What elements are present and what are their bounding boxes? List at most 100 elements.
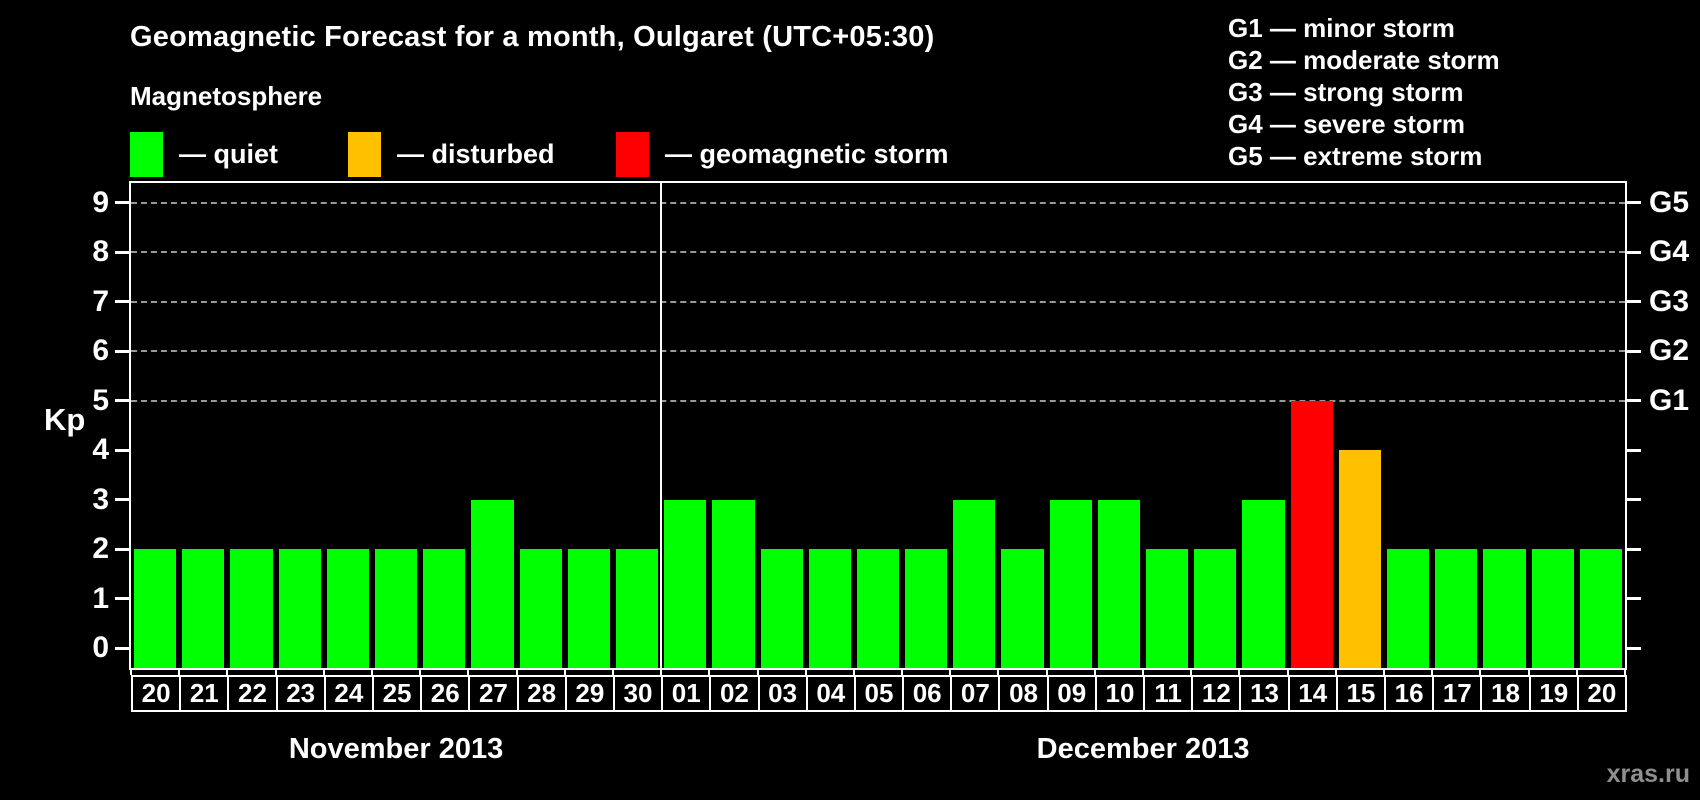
x-boundary-tick bbox=[949, 670, 952, 675]
x-boundary-tick bbox=[901, 670, 904, 675]
kp-bar-day-25 bbox=[374, 549, 418, 668]
day-label-22: 22 bbox=[227, 675, 278, 712]
legend-item-disturbed: — disturbed bbox=[348, 132, 555, 177]
x-boundary-tick bbox=[660, 670, 663, 675]
kp-bar-day-23 bbox=[278, 549, 321, 668]
y-tick-label-1: 1 bbox=[92, 581, 109, 615]
x-boundary-tick bbox=[756, 670, 759, 675]
day-label-21: 21 bbox=[179, 675, 230, 712]
y-tick-label-7: 7 bbox=[92, 284, 109, 318]
kp-bar-day-16 bbox=[1387, 549, 1430, 668]
y-tick-right-5 bbox=[1627, 399, 1641, 403]
page-title: Geomagnetic Forecast for a month, Oulgar… bbox=[130, 21, 935, 53]
kp-bar-day-18 bbox=[1483, 549, 1526, 668]
kp-bar-day-29 bbox=[567, 549, 610, 668]
y-tick-left-5 bbox=[115, 399, 129, 403]
y-tick-left-0 bbox=[115, 646, 129, 650]
x-boundary-tick bbox=[1624, 670, 1626, 675]
x-boundary-tick bbox=[274, 670, 277, 675]
kp-bar-day-17 bbox=[1435, 549, 1478, 668]
day-label-18: 18 bbox=[1480, 675, 1531, 712]
kp-bar-day-15 bbox=[1338, 450, 1382, 668]
x-boundary-tick bbox=[130, 670, 132, 675]
kp-bar-day-08 bbox=[1001, 549, 1044, 668]
x-boundary-tick bbox=[322, 670, 325, 675]
plot-area: 0 1 2 3 4 5 G1 6 G2 7 G3 8 G4 9 G5 20 21 22 23 24 25 26 27 28 29… bbox=[92, 181, 1689, 765]
y-tick-left-4 bbox=[115, 448, 129, 452]
day-label-24: 24 bbox=[323, 675, 374, 712]
day-label-01: 01 bbox=[661, 675, 712, 712]
legend-label-quiet: — quiet bbox=[179, 139, 278, 169]
day-label-05: 05 bbox=[853, 675, 905, 712]
x-boundary-tick bbox=[370, 670, 373, 675]
day-label-04: 04 bbox=[805, 675, 856, 712]
gridline-kp-9 bbox=[131, 201, 1625, 204]
kp-bar-day-26 bbox=[423, 549, 466, 668]
y-tick-right-8 bbox=[1627, 250, 1641, 254]
kp-bar-day-02 bbox=[712, 499, 755, 668]
x-boundary-tick bbox=[1093, 670, 1096, 675]
g4-legend-line: G4 — severe storm bbox=[1228, 109, 1466, 139]
y-tick-right-1 bbox=[1627, 597, 1641, 601]
kp-bar-day-19 bbox=[1531, 549, 1574, 668]
kp-bar-day-03 bbox=[760, 549, 803, 668]
kp-bar-day-09 bbox=[1049, 499, 1092, 668]
gridline-kp-8 bbox=[131, 251, 1625, 254]
day-label-27: 27 bbox=[468, 675, 519, 712]
x-boundary-tick bbox=[997, 670, 1000, 675]
day-label-03: 03 bbox=[757, 675, 808, 712]
day-label-06: 06 bbox=[902, 675, 953, 712]
day-label-11: 11 bbox=[1143, 675, 1194, 712]
x-boundary-tick bbox=[1527, 670, 1530, 675]
x-boundary-tick bbox=[1575, 670, 1578, 675]
y-tick-left-7 bbox=[115, 300, 129, 304]
day-label-15: 15 bbox=[1335, 675, 1387, 712]
day-label-10: 10 bbox=[1094, 675, 1146, 712]
y-tick-label-4: 4 bbox=[92, 433, 109, 467]
storm-swatch bbox=[616, 132, 649, 177]
y-tick-left-8 bbox=[115, 250, 129, 254]
kp-bar-day-07 bbox=[953, 499, 996, 668]
x-boundary-tick bbox=[1383, 670, 1386, 675]
kp-bar-day-12 bbox=[1194, 549, 1237, 668]
day-label-02: 02 bbox=[709, 675, 760, 712]
y-tick-label-8: 8 bbox=[92, 235, 109, 269]
day-label-26: 26 bbox=[420, 675, 471, 712]
disturbed-swatch bbox=[348, 132, 381, 177]
y-tick-right-2 bbox=[1627, 547, 1641, 551]
g-axis-label-g4: G4 bbox=[1649, 235, 1690, 269]
day-label-16: 16 bbox=[1384, 675, 1435, 712]
month-divider bbox=[660, 183, 663, 668]
day-label-20: 20 bbox=[131, 675, 182, 712]
legend-label-disturbed: — disturbed bbox=[397, 139, 555, 169]
day-label-23: 23 bbox=[275, 675, 326, 712]
magnetosphere-label: Magnetosphere bbox=[130, 81, 323, 111]
kp-bar-day-20 bbox=[134, 549, 177, 668]
g5-legend-line: G5 — extreme storm bbox=[1228, 141, 1483, 171]
day-label-07: 07 bbox=[950, 675, 1001, 712]
quiet-swatch bbox=[130, 132, 163, 177]
watermark: xras.ru bbox=[1606, 760, 1690, 788]
g-axis-label-g1: G1 bbox=[1649, 383, 1690, 417]
kp-bar-day-22 bbox=[230, 549, 273, 668]
y-tick-right-7 bbox=[1627, 300, 1641, 304]
kp-bar-day-05 bbox=[856, 549, 900, 668]
y-tick-label-3: 3 bbox=[92, 482, 109, 516]
x-boundary-tick bbox=[708, 670, 711, 675]
x-boundary-tick bbox=[852, 670, 855, 675]
g3-legend-line: G3 — strong storm bbox=[1228, 77, 1464, 107]
g-axis-label-g3: G3 bbox=[1649, 284, 1690, 318]
x-boundary-tick bbox=[563, 670, 566, 675]
g-axis-label-g5: G5 bbox=[1649, 185, 1690, 219]
kp-bar-day-01 bbox=[664, 499, 707, 668]
kp-bar-day-20 bbox=[1579, 549, 1622, 668]
kp-bar-day-10 bbox=[1097, 499, 1141, 668]
g-scale-legend: G1 — minor storm G2 — moderate storm G3 … bbox=[1228, 12, 1500, 172]
gridline-kp-7 bbox=[131, 300, 1625, 303]
kp-bar-day-06 bbox=[905, 549, 948, 668]
y-tick-right-6 bbox=[1627, 349, 1641, 353]
day-label-14: 14 bbox=[1287, 675, 1338, 712]
y-tick-left-9 bbox=[115, 201, 129, 205]
month-label-november: November 2013 bbox=[288, 733, 504, 765]
